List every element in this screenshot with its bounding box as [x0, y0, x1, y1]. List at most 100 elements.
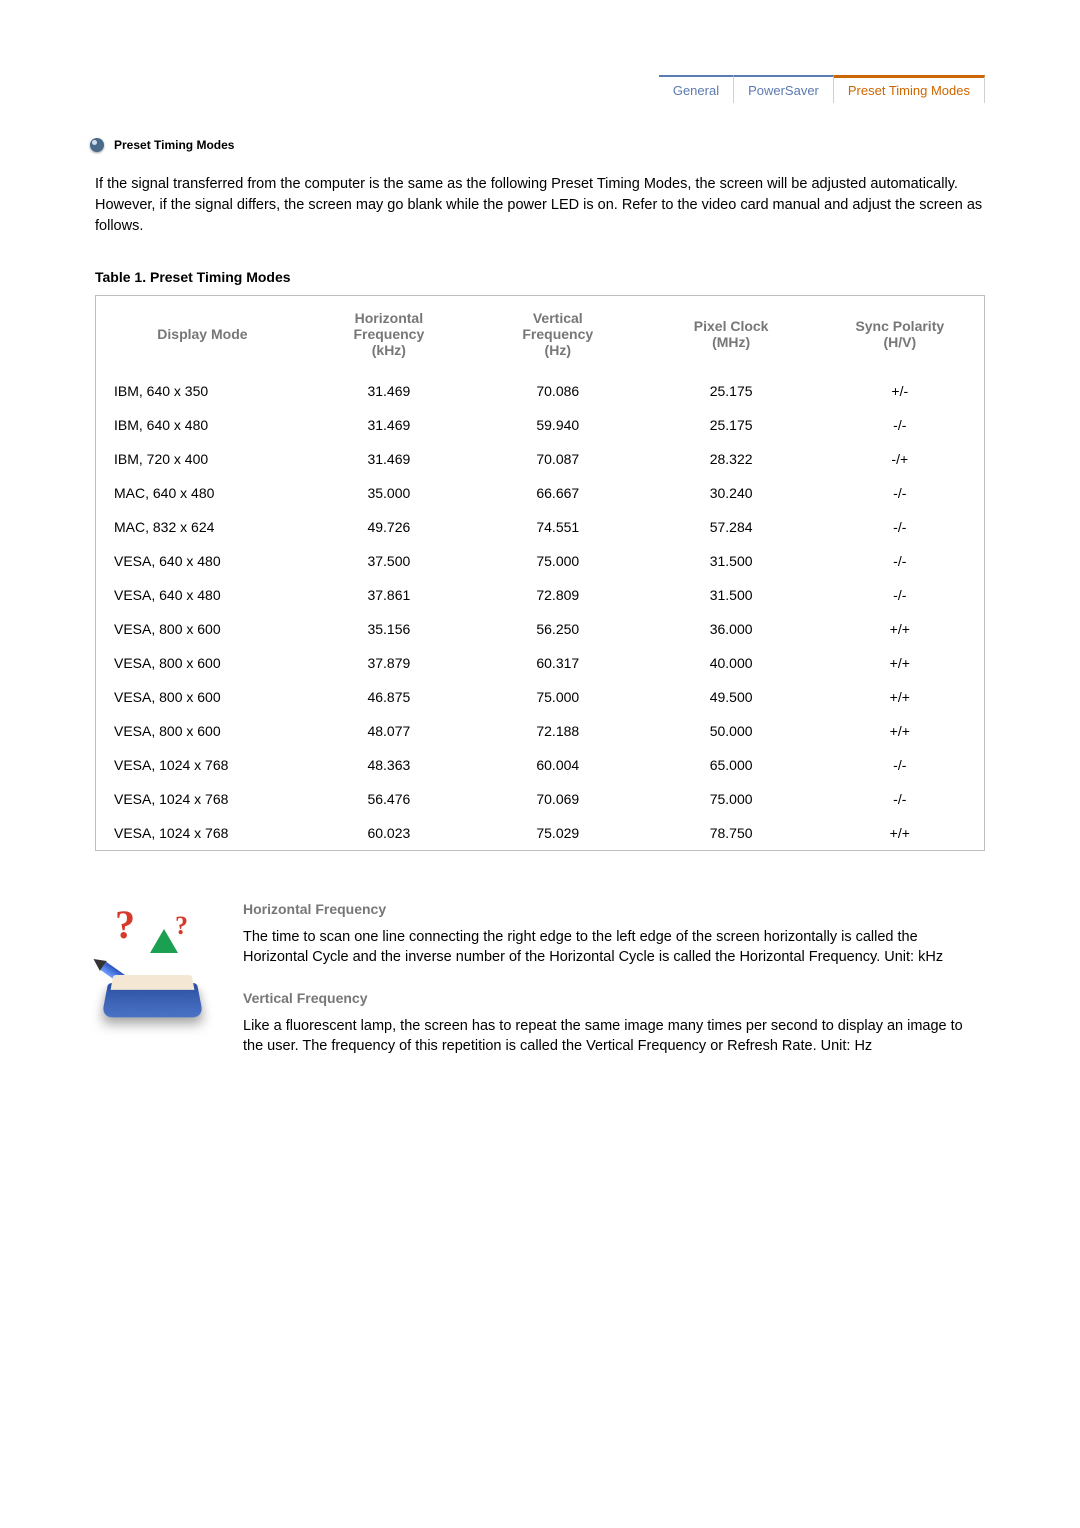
cell-value: 74.551 — [469, 510, 647, 544]
cell-value: +/+ — [816, 612, 985, 646]
cell-value: -/- — [816, 408, 985, 442]
definitions-icon: ? ? — [95, 901, 215, 1021]
cell-value: -/- — [816, 476, 985, 510]
cell-value: 30.240 — [647, 476, 816, 510]
col-vertical-frequency: Vertical Frequency (Hz) — [469, 296, 647, 375]
cell-value: 31.500 — [647, 578, 816, 612]
cell-display-mode: VESA, 800 x 600 — [96, 612, 309, 646]
table-caption: Table 1. Preset Timing Modes — [95, 269, 985, 285]
col-sync-polarity: Sync Polarity (H/V) — [816, 296, 985, 375]
cell-value: 37.861 — [309, 578, 469, 612]
cell-value: 75.000 — [469, 544, 647, 578]
cell-value: 70.086 — [469, 374, 647, 408]
cell-value: 72.809 — [469, 578, 647, 612]
cell-value: 25.175 — [647, 374, 816, 408]
cell-value: 59.940 — [469, 408, 647, 442]
cell-value: 35.156 — [309, 612, 469, 646]
cell-value: 60.004 — [469, 748, 647, 782]
cell-display-mode: VESA, 1024 x 768 — [96, 816, 309, 851]
cell-value: 66.667 — [469, 476, 647, 510]
cell-display-mode: IBM, 720 x 400 — [96, 442, 309, 476]
section-title: Preset Timing Modes — [114, 138, 234, 152]
cell-value: -/- — [816, 578, 985, 612]
cell-display-mode: MAC, 640 x 480 — [96, 476, 309, 510]
cell-value: 72.188 — [469, 714, 647, 748]
cell-value: 56.476 — [309, 782, 469, 816]
definitions-block: ? ? Horizontal Frequency The time to sca… — [95, 901, 985, 1078]
cell-value: 56.250 — [469, 612, 647, 646]
table-row: VESA, 800 x 60035.15656.25036.000+/+ — [96, 612, 985, 646]
cell-value: +/+ — [816, 714, 985, 748]
cell-value: 36.000 — [647, 612, 816, 646]
cell-value: 31.469 — [309, 442, 469, 476]
table-row: VESA, 800 x 60037.87960.31740.000+/+ — [96, 646, 985, 680]
bullet-icon — [90, 138, 104, 152]
table-row: VESA, 800 x 60046.87575.00049.500+/+ — [96, 680, 985, 714]
cell-value: -/- — [816, 782, 985, 816]
cell-value: 31.469 — [309, 374, 469, 408]
definitions-text: Horizontal Frequency The time to scan on… — [243, 901, 985, 1078]
table-row: VESA, 640 x 48037.86172.80931.500-/- — [96, 578, 985, 612]
cell-value: -/+ — [816, 442, 985, 476]
cell-value: 49.726 — [309, 510, 469, 544]
cell-display-mode: VESA, 800 x 600 — [96, 646, 309, 680]
cell-value: 31.469 — [309, 408, 469, 442]
book-icon — [101, 983, 203, 1017]
table-row: IBM, 640 x 35031.46970.08625.175+/- — [96, 374, 985, 408]
col-horizontal-frequency: Horizontal Frequency (kHz) — [309, 296, 469, 375]
table-row: MAC, 640 x 48035.00066.66730.240-/- — [96, 476, 985, 510]
question-mark-small-icon: ? — [175, 911, 188, 941]
cell-display-mode: VESA, 640 x 480 — [96, 544, 309, 578]
cell-value: 49.500 — [647, 680, 816, 714]
cell-display-mode: IBM, 640 x 350 — [96, 374, 309, 408]
cell-value: 75.000 — [469, 680, 647, 714]
table-row: VESA, 1024 x 76856.47670.06975.000-/- — [96, 782, 985, 816]
table-row: VESA, 1024 x 76860.02375.02978.750+/+ — [96, 816, 985, 851]
cell-value: 37.879 — [309, 646, 469, 680]
table-row: VESA, 800 x 60048.07772.18850.000+/+ — [96, 714, 985, 748]
cell-value: 60.023 — [309, 816, 469, 851]
cell-value: 35.000 — [309, 476, 469, 510]
cell-value: -/- — [816, 510, 985, 544]
table-body: IBM, 640 x 35031.46970.08625.175+/-IBM, … — [96, 374, 985, 851]
question-mark-icon: ? — [115, 901, 135, 948]
horizontal-frequency-body: The time to scan one line connecting the… — [243, 927, 985, 968]
col-display-mode: Display Mode — [96, 296, 309, 375]
cell-value: 78.750 — [647, 816, 816, 851]
cell-value: -/- — [816, 544, 985, 578]
cell-value: 57.284 — [647, 510, 816, 544]
table-head: Display Mode Horizontal Frequency (kHz) … — [96, 296, 985, 375]
cell-value: +/+ — [816, 680, 985, 714]
tab-bar: General PowerSaver Preset Timing Modes — [455, 75, 985, 103]
tab-powersaver[interactable]: PowerSaver — [734, 75, 834, 103]
col-pixel-clock: Pixel Clock (MHz) — [647, 296, 816, 375]
cell-display-mode: VESA, 1024 x 768 — [96, 782, 309, 816]
table-row: VESA, 640 x 48037.50075.00031.500-/- — [96, 544, 985, 578]
tab-general[interactable]: General — [659, 75, 734, 103]
cell-value: +/+ — [816, 816, 985, 851]
cell-value: 37.500 — [309, 544, 469, 578]
cell-value: 46.875 — [309, 680, 469, 714]
cell-display-mode: VESA, 1024 x 768 — [96, 748, 309, 782]
cell-display-mode: VESA, 800 x 600 — [96, 714, 309, 748]
cell-value: 31.500 — [647, 544, 816, 578]
cell-display-mode: MAC, 832 x 624 — [96, 510, 309, 544]
cell-value: 75.029 — [469, 816, 647, 851]
tab-preset-timing-modes[interactable]: Preset Timing Modes — [834, 75, 985, 103]
cell-value: 75.000 — [647, 782, 816, 816]
vertical-frequency-body: Like a fluorescent lamp, the screen has … — [243, 1016, 985, 1057]
triangle-icon — [150, 929, 178, 953]
vertical-frequency-title: Vertical Frequency — [243, 990, 985, 1006]
table-row: IBM, 720 x 40031.46970.08728.322-/+ — [96, 442, 985, 476]
cell-value: -/- — [816, 748, 985, 782]
cell-display-mode: VESA, 640 x 480 — [96, 578, 309, 612]
cell-value: 48.077 — [309, 714, 469, 748]
table-row: IBM, 640 x 48031.46959.94025.175-/- — [96, 408, 985, 442]
cell-value: 70.087 — [469, 442, 647, 476]
intro-paragraph: If the signal transferred from the compu… — [95, 174, 985, 237]
cell-value: 40.000 — [647, 646, 816, 680]
table-row: VESA, 1024 x 76848.36360.00465.000-/- — [96, 748, 985, 782]
cell-value: 50.000 — [647, 714, 816, 748]
table-row: MAC, 832 x 62449.72674.55157.284-/- — [96, 510, 985, 544]
cell-value: 25.175 — [647, 408, 816, 442]
